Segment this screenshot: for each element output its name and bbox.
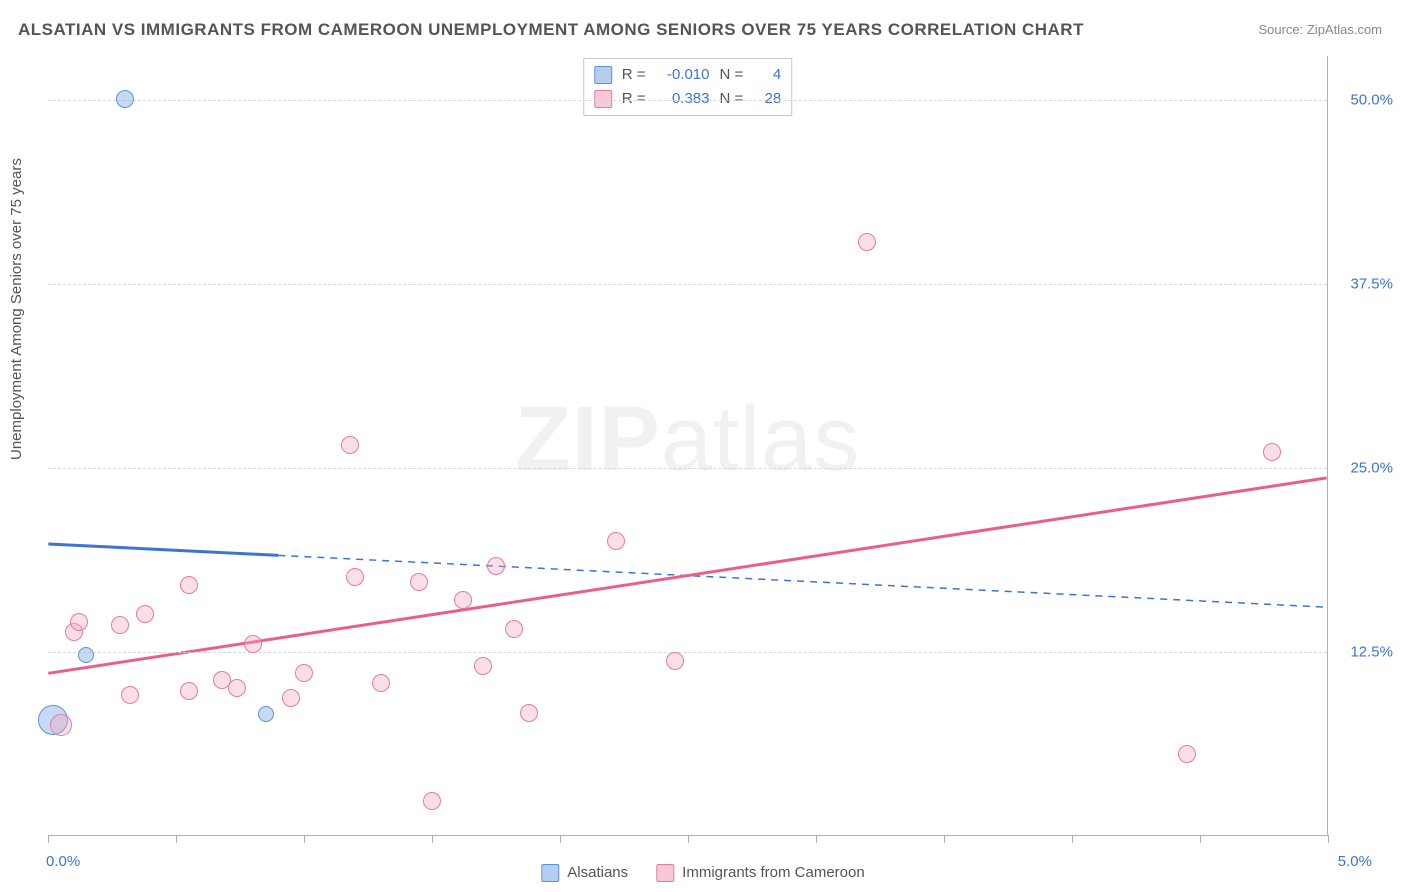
y-tick-label: 25.0% bbox=[1333, 460, 1393, 477]
data-point bbox=[505, 620, 523, 638]
data-point bbox=[180, 576, 198, 594]
data-point bbox=[474, 657, 492, 675]
data-point bbox=[244, 635, 262, 653]
scatter-plot: ZIPatlas R =-0.010N =4R =0.383N =28 12.5… bbox=[48, 56, 1328, 836]
x-axis-max-label: 5.0% bbox=[1338, 853, 1372, 870]
y-tick-label: 37.5% bbox=[1333, 276, 1393, 293]
data-point bbox=[136, 605, 154, 623]
legend-n-value: 28 bbox=[753, 87, 781, 111]
legend-n-label: N = bbox=[720, 87, 744, 111]
x-tick bbox=[176, 835, 177, 843]
data-point bbox=[487, 557, 505, 575]
x-tick bbox=[944, 835, 945, 843]
data-point bbox=[228, 679, 246, 697]
x-tick bbox=[1328, 835, 1329, 843]
data-point bbox=[78, 647, 94, 663]
data-point bbox=[282, 689, 300, 707]
grid-line bbox=[48, 468, 1327, 469]
data-point bbox=[607, 532, 625, 550]
legend-r-label: R = bbox=[622, 87, 646, 111]
x-axis-min-label: 0.0% bbox=[46, 853, 80, 870]
data-point bbox=[121, 686, 139, 704]
data-point bbox=[372, 674, 390, 692]
y-axis-label: Unemployment Among Seniors over 75 years bbox=[8, 158, 25, 460]
legend-item: Alsatians bbox=[541, 864, 628, 882]
data-point bbox=[520, 704, 538, 722]
x-tick bbox=[48, 835, 49, 843]
data-point bbox=[858, 233, 876, 251]
legend-item: Immigrants from Cameroon bbox=[656, 864, 865, 882]
data-point bbox=[111, 616, 129, 634]
x-tick bbox=[1200, 835, 1201, 843]
data-point bbox=[1263, 443, 1281, 461]
chart-title: ALSATIAN VS IMMIGRANTS FROM CAMEROON UNE… bbox=[18, 20, 1084, 40]
x-tick bbox=[816, 835, 817, 843]
legend-n-label: N = bbox=[720, 63, 744, 87]
legend-swatch bbox=[541, 864, 559, 882]
data-point bbox=[295, 664, 313, 682]
grid-line bbox=[48, 284, 1327, 285]
data-point bbox=[666, 652, 684, 670]
legend-row: R = 0.383 N = 28 bbox=[594, 87, 782, 111]
data-point bbox=[341, 436, 359, 454]
data-point bbox=[116, 90, 134, 108]
x-tick bbox=[560, 835, 561, 843]
data-point bbox=[258, 706, 274, 722]
legend-r-value: -0.010 bbox=[656, 63, 710, 87]
legend-row: R = -0.010 N = 4 bbox=[594, 63, 782, 87]
legend-r-label: R = bbox=[622, 63, 646, 87]
data-point bbox=[1178, 745, 1196, 763]
trend-line-solid bbox=[48, 478, 1326, 673]
grid-line bbox=[48, 100, 1327, 101]
y-tick-label: 50.0% bbox=[1333, 92, 1393, 109]
data-point bbox=[180, 682, 198, 700]
data-point bbox=[70, 613, 88, 631]
grid-line bbox=[48, 652, 1327, 653]
legend-swatch bbox=[656, 864, 674, 882]
x-tick bbox=[304, 835, 305, 843]
data-point bbox=[454, 591, 472, 609]
y-tick-label: 12.5% bbox=[1333, 644, 1393, 661]
x-tick bbox=[432, 835, 433, 843]
data-point bbox=[410, 573, 428, 591]
source-label: Source: ZipAtlas.com bbox=[1258, 22, 1382, 37]
legend-swatch bbox=[594, 66, 612, 84]
x-tick bbox=[1072, 835, 1073, 843]
correlation-legend: R = -0.010 N = 4 R = 0.383 N = 28 bbox=[583, 58, 793, 116]
data-point bbox=[50, 714, 72, 736]
trend-line-dashed bbox=[278, 555, 1326, 607]
x-tick bbox=[688, 835, 689, 843]
legend-swatch bbox=[594, 90, 612, 108]
watermark: ZIPatlas bbox=[515, 387, 860, 492]
trend-lines bbox=[48, 56, 1327, 835]
trend-line-solid bbox=[48, 544, 278, 555]
data-point bbox=[423, 792, 441, 810]
legend-n-value: 4 bbox=[753, 63, 781, 87]
series-legend: Alsatians Immigrants from Cameroon bbox=[541, 864, 864, 882]
data-point bbox=[346, 568, 364, 586]
legend-r-value: 0.383 bbox=[656, 87, 710, 111]
